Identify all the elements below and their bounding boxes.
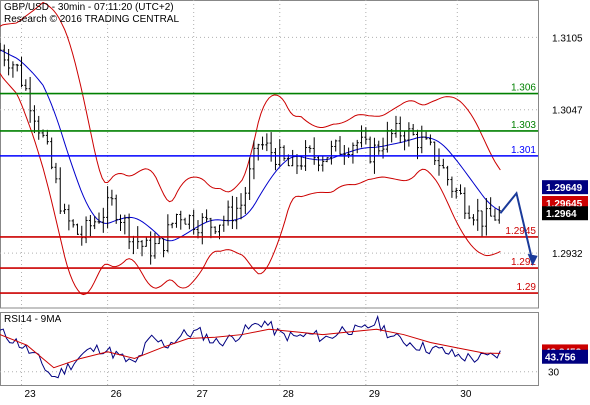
chart-title: GBP/USD - 30min - 07:11:20 (UTC+2) [4,2,174,13]
rsi-tick-label: 30 [548,368,560,379]
rsi-tag-label: 43.756 [545,353,576,364]
y-tick-label: 1.3047 [552,106,583,117]
axis-layer: 23 26 27 28 29 30 1.3105 1.3047 1.2932 30 1.29649 1… [25,33,588,400]
level-label: 1.2945 [505,226,536,237]
price-tag-label: 1.29645 [546,199,583,210]
main-panel-frame [0,0,539,309]
rsi-line [0,314,501,379]
x-tick-label: 28 [283,389,295,400]
projection-arrowhead [527,253,538,266]
rsi-ma-line [0,328,501,369]
projection-arrow-line [499,191,534,263]
price-tag [542,206,588,221]
x-tick-label: 27 [197,389,209,400]
price-tag [542,180,588,195]
y-tick-label: 1.2932 [552,249,583,260]
level-label: 1.303 [511,120,536,131]
bollinger-lower-line [0,73,501,296]
level-label: 1.301 [511,145,536,156]
x-tick-label: 26 [111,389,123,400]
chart-subtitle: Research © 2016 TRADING CENTRAL [4,14,179,25]
price-tag-label: 1.29649 [546,183,583,194]
x-tick-label: 30 [460,389,472,400]
level-label: 1.292 [511,257,536,268]
moving-average-line [0,49,501,242]
x-tick-label: 29 [369,389,381,400]
level-label: 1.306 [511,83,536,94]
x-tick-label: 23 [25,389,37,400]
rsi-tag [542,349,588,364]
y-tick-label: 1.3105 [552,33,583,44]
rsi-layer [0,314,501,379]
levels-layer: 1.306 1.303 1.301 1.2945 1.292 1.29 [0,83,538,294]
price-layer [0,42,501,265]
level-label: 1.29 [517,282,537,293]
grid-layer [0,0,539,386]
rsi-panel-frame [0,312,539,386]
rsi-title: RSI14 - 9MA [4,314,62,325]
price-tag-label: 1.2964 [546,209,577,220]
